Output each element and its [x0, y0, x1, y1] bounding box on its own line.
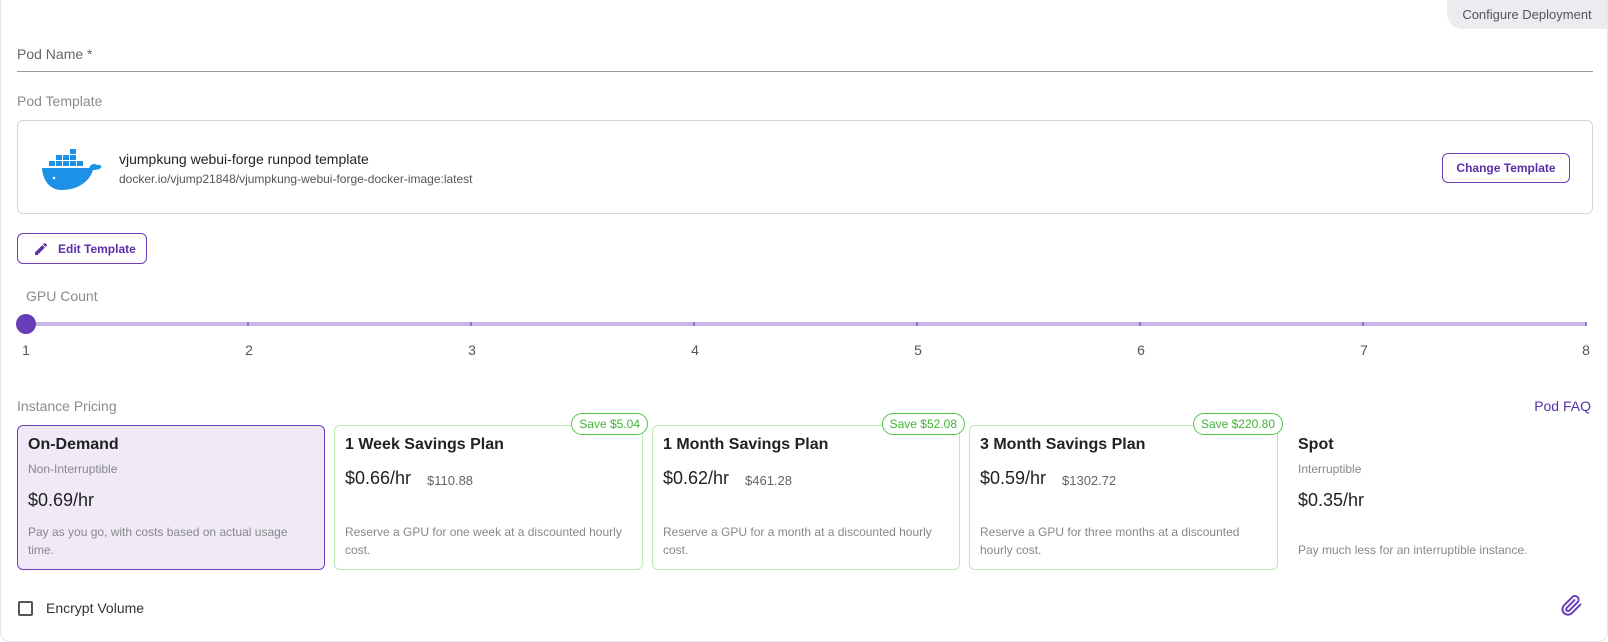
plan-subtitle: Interruptible: [1298, 462, 1362, 476]
slider-tick: [247, 322, 249, 326]
save-badge: Save $220.80: [1192, 413, 1283, 435]
gpu-count-mark[interactable]: 8: [1582, 342, 1590, 358]
gpu-count-mark[interactable]: 5: [914, 342, 922, 358]
plan-1-month-savings[interactable]: Save $52.08 1 Month Savings Plan $0.62/h…: [652, 413, 965, 570]
encrypt-volume-checkbox[interactable]: [18, 600, 33, 616]
plan-1-week-savings[interactable]: Save $5.04 1 Week Savings Plan $0.66/hr …: [334, 413, 648, 570]
pod-name-field[interactable]: Pod Name *: [17, 46, 1593, 72]
configure-deployment-tab[interactable]: Configure Deployment: [1447, 0, 1607, 29]
slider-tick: [693, 322, 695, 326]
gpu-count-mark[interactable]: 7: [1360, 342, 1368, 358]
plan-price: $0.62/hr: [663, 468, 730, 488]
encrypt-volume-row[interactable]: Encrypt Volume: [18, 600, 144, 616]
slider-tick: [470, 322, 472, 326]
slider-tick: [916, 322, 918, 326]
instance-pricing-label: Instance Pricing: [17, 398, 117, 414]
pod-name-input[interactable]: [17, 46, 1593, 71]
pod-faq-link[interactable]: Pod FAQ: [1534, 398, 1591, 414]
gpu-count-slider-thumb[interactable]: [16, 314, 36, 334]
plan-title: On-Demand: [28, 436, 119, 453]
gpu-count-mark[interactable]: 3: [468, 342, 476, 358]
template-card: vjumpkung webui-forge runpod template do…: [17, 120, 1593, 214]
plan-3-month-savings[interactable]: Save $220.80 3 Month Savings Plan $0.59/…: [969, 413, 1283, 570]
save-badge: Save $5.04: [571, 413, 648, 435]
slider-tick: [1585, 322, 1587, 326]
plan-price: $0.35/hr: [1298, 490, 1365, 510]
plan-price: $0.59/hr: [980, 468, 1047, 488]
template-image: docker.io/vjump21848/vjumpkung-webui-for…: [119, 172, 473, 186]
gpu-count-mark[interactable]: 4: [691, 342, 699, 358]
plan-title: 1 Week Savings Plan: [345, 436, 504, 453]
plan-spot[interactable]: Spot Interruptible $0.35/hr Pay much les…: [1287, 425, 1593, 570]
plan-on-demand[interactable]: On-Demand Non-Interruptible $0.69/hr Pay…: [17, 425, 325, 570]
template-name: vjumpkung webui-forge runpod template: [119, 151, 369, 167]
change-template-button[interactable]: Change Template: [1442, 153, 1570, 183]
docker-whale-icon: [42, 149, 102, 190]
plan-description: Pay much less for an interruptible insta…: [1298, 543, 1528, 557]
plan-total: $1302.72: [1062, 473, 1117, 488]
gpu-count-mark[interactable]: 1: [22, 342, 30, 358]
plan-title: 1 Month Savings Plan: [663, 436, 829, 453]
plan-description: Pay as you go, with costs based on actua…: [28, 525, 288, 557]
plan-subtitle: Non-Interruptible: [28, 462, 118, 476]
encrypt-volume-label: Encrypt Volume: [46, 600, 145, 616]
gpu-count-slider-track[interactable]: [26, 322, 1586, 326]
plan-total: $461.28: [745, 473, 792, 488]
gpu-count-mark[interactable]: 6: [1137, 342, 1145, 358]
pod-template-label: Pod Template: [17, 93, 103, 109]
edit-template-button[interactable]: Edit Template: [17, 233, 147, 264]
pencil-icon: [35, 242, 48, 255]
paperclip-icon[interactable]: [1559, 593, 1583, 617]
save-badge: Save $52.08: [881, 413, 965, 435]
gpu-count-mark[interactable]: 2: [245, 342, 253, 358]
plan-title: Spot: [1298, 436, 1334, 453]
slider-tick: [1139, 322, 1141, 326]
plan-price: $0.66/hr: [345, 468, 412, 488]
plan-price: $0.69/hr: [28, 490, 95, 510]
plan-description: Reserve a GPU for a month at a discounte…: [663, 525, 932, 557]
plan-total: $110.88: [427, 473, 474, 488]
plan-title: 3 Month Savings Plan: [980, 436, 1146, 453]
plan-description: Reserve a GPU for three months at a disc…: [980, 525, 1240, 557]
gpu-count-label: GPU Count: [26, 288, 98, 304]
slider-tick: [1362, 322, 1364, 326]
plan-description: Reserve a GPU for one week at a discount…: [345, 525, 622, 557]
edit-template-label: Edit Template: [58, 241, 136, 256]
